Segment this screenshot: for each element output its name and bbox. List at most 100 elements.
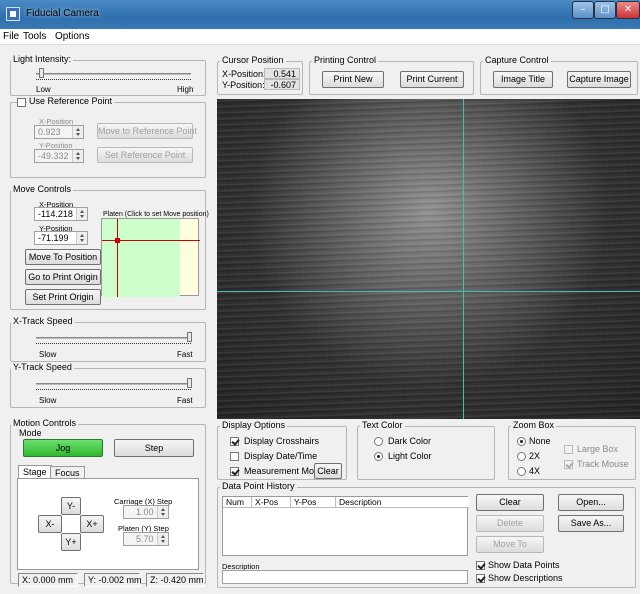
- ref-x-label: X-Position: [39, 117, 74, 126]
- carriage-step-spinner[interactable]: 1.00: [123, 505, 169, 519]
- display-crosshairs-checkbox[interactable]: [230, 437, 239, 446]
- zoom-4x-radio[interactable]: [517, 467, 526, 476]
- image-title-button[interactable]: Image Title: [493, 71, 553, 88]
- print-current-button[interactable]: Print Current: [400, 71, 464, 88]
- capture-image-button[interactable]: Capture Image: [567, 71, 631, 88]
- x-track-slider-track[interactable]: [36, 337, 191, 339]
- cursor-y-value: -0.607: [264, 79, 300, 90]
- show-data-points-checkbox[interactable]: [476, 561, 485, 570]
- cursor-x-value: 0.541: [264, 68, 300, 79]
- ref-y-spinner[interactable]: -49.332: [34, 149, 84, 163]
- zoom-2x-label: 2X: [529, 451, 541, 461]
- zoom-2x-radio[interactable]: [517, 452, 526, 461]
- x-minus-button[interactable]: X-: [38, 515, 62, 533]
- y-plus-button[interactable]: Y+: [61, 533, 81, 551]
- light-color-radio[interactable]: [374, 452, 383, 461]
- description-input[interactable]: [222, 570, 468, 584]
- set-print-origin-button[interactable]: Set Print Origin: [25, 289, 101, 305]
- text-color-label: Text Color: [360, 420, 405, 430]
- light-intensity-label: Light Intensity:: [11, 54, 74, 64]
- maximize-button[interactable]: □: [594, 1, 616, 19]
- use-reference-checkbox[interactable]: [17, 98, 26, 107]
- light-slider-thumb[interactable]: [39, 68, 45, 78]
- light-slider-track[interactable]: [36, 73, 191, 75]
- x-plus-button[interactable]: X+: [80, 515, 104, 533]
- minimize-button[interactable]: –: [572, 1, 594, 19]
- printing-control-label: Printing Control: [312, 55, 379, 65]
- y-track-speed-group: Y-Track Speed Slow Fast: [10, 362, 206, 408]
- cursor-position-group: Cursor Position X-Position: 0.541 Y-Posi…: [217, 55, 303, 95]
- move-to-reference-button[interactable]: Move to Reference Point: [97, 123, 197, 139]
- history-clear-button[interactable]: Clear: [476, 494, 544, 511]
- reference-point-group: Use Reference Point X-Position 0.923 Mov…: [10, 96, 206, 178]
- x-track-speed-group: X-Track Speed Slow Fast: [10, 316, 206, 362]
- set-reference-button[interactable]: Set Reference Point: [97, 147, 193, 163]
- history-move-to-button[interactable]: Move To: [476, 536, 544, 553]
- col-y-pos[interactable]: Y-Pos: [291, 497, 336, 508]
- motion-controls-group: Motion Controls Mode Jog Step Stage Focu…: [10, 418, 206, 584]
- step-mode-button[interactable]: Step: [114, 439, 194, 457]
- platen-map[interactable]: [101, 218, 200, 297]
- crosshair-horizontal: [217, 291, 640, 292]
- capture-control-group: Capture Control Image Title Capture Imag…: [480, 55, 638, 95]
- platen-step-spinner[interactable]: 5.70: [123, 532, 169, 546]
- dark-color-radio[interactable]: [374, 437, 383, 446]
- carriage-step-value: 1.00: [136, 507, 154, 517]
- y-minus-button[interactable]: Y-: [61, 497, 81, 515]
- tab-focus[interactable]: Focus: [50, 466, 85, 479]
- zoom-none-label: None: [529, 436, 551, 446]
- zoom-4x-label: 4X: [529, 466, 541, 476]
- col-num[interactable]: Num: [223, 497, 252, 508]
- jog-mode-button[interactable]: Jog: [23, 439, 103, 457]
- history-save-as-button[interactable]: Save As...: [558, 515, 624, 532]
- history-delete-button[interactable]: Delete: [476, 515, 544, 532]
- menu-tools[interactable]: Tools: [23, 31, 47, 42]
- tab-stage[interactable]: Stage: [18, 465, 52, 478]
- dark-color-label: Dark Color: [388, 436, 432, 446]
- capture-control-label: Capture Control: [483, 55, 551, 65]
- history-open-button[interactable]: Open...: [558, 494, 624, 511]
- app-icon: [6, 7, 20, 21]
- move-to-position-button[interactable]: Move To Position: [25, 249, 101, 265]
- track-mouse-checkbox[interactable]: [564, 460, 573, 469]
- move-y-spinner[interactable]: -71.199: [34, 231, 88, 245]
- menu-file[interactable]: File: [3, 31, 20, 42]
- ref-y-label: Y-Position: [39, 141, 73, 150]
- use-reference-label: Use Reference Point: [27, 96, 115, 106]
- menu-options[interactable]: Options: [55, 31, 90, 42]
- platen-position-marker: [115, 238, 120, 243]
- history-table[interactable]: Num X-Pos Y-Pos Description: [222, 496, 469, 556]
- platen-crosshair-v: [117, 219, 118, 297]
- close-button[interactable]: ✕: [616, 1, 640, 19]
- spinner-arrows-icon: [72, 150, 83, 162]
- measurement-mode-checkbox[interactable]: [230, 467, 239, 476]
- camera-view[interactable]: [217, 99, 640, 419]
- display-options-group: Display Options Display Crosshairs Displ…: [217, 420, 347, 480]
- col-description[interactable]: Description: [336, 497, 469, 508]
- stage-tab-pane: Y- X- X+ Y+ Carriage (X) Step 1.00 Plate…: [17, 478, 199, 570]
- go-to-print-origin-button[interactable]: Go to Print Origin: [25, 269, 101, 285]
- move-y-label: Y-Position: [39, 224, 73, 233]
- data-point-history-label: Data Point History: [220, 481, 297, 491]
- x-track-label: X-Track Speed: [11, 316, 75, 326]
- crosshair-vertical: [463, 99, 464, 419]
- move-x-spinner[interactable]: -114.218: [34, 207, 88, 221]
- display-datetime-checkbox[interactable]: [230, 452, 239, 461]
- x-track-slider-thumb[interactable]: [187, 332, 192, 342]
- move-x-value: -114.218: [38, 209, 73, 219]
- print-new-button[interactable]: Print New: [322, 71, 384, 88]
- large-box-checkbox[interactable]: [564, 445, 573, 454]
- light-low-label: Low: [36, 85, 51, 94]
- status-x: X: 0.000 mm: [18, 573, 78, 587]
- y-track-slider-track[interactable]: [36, 383, 191, 385]
- measurement-clear-button[interactable]: Clear: [314, 463, 342, 479]
- col-x-pos[interactable]: X-Pos: [252, 497, 291, 508]
- large-box-label: Large Box: [577, 444, 619, 454]
- ref-x-spinner[interactable]: 0.923: [34, 125, 84, 139]
- show-descriptions-checkbox[interactable]: [476, 574, 485, 583]
- zoom-none-radio[interactable]: [517, 437, 526, 446]
- menu-bar: File Tools Options: [0, 29, 640, 45]
- y-track-slider-thumb[interactable]: [187, 378, 192, 388]
- status-z: Z: -0.420 mm: [146, 573, 204, 587]
- show-descriptions-label: Show Descriptions: [488, 573, 563, 583]
